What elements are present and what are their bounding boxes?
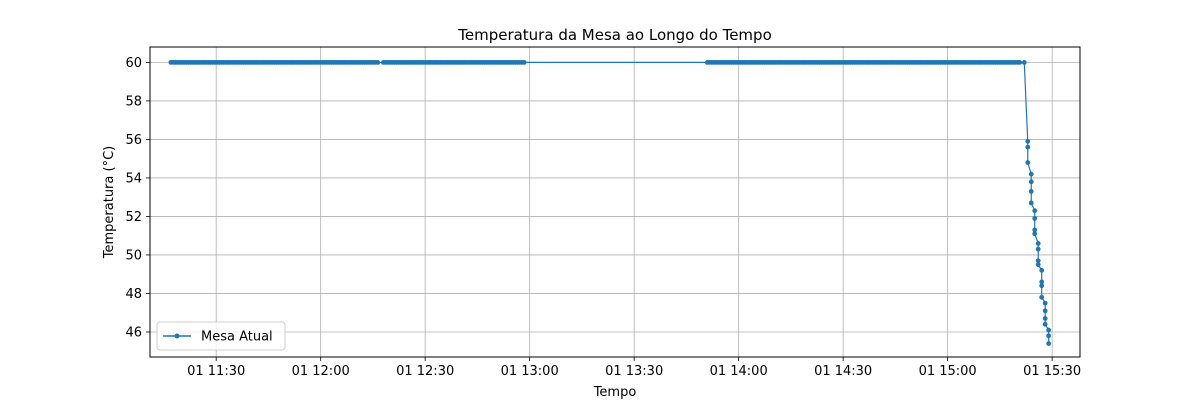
x-tick-label: 01 14:30: [814, 364, 872, 379]
y-tick-label: 48: [125, 287, 142, 302]
data-point: [1032, 208, 1038, 214]
x-tick-label: 01 11:30: [187, 364, 245, 379]
x-ticks: 01 11:30 01 12:00 01 12:30 01 13:00 01 13:30…: [187, 357, 1081, 379]
data-point: [1017, 60, 1023, 65]
y-tick-label: 46: [125, 325, 142, 340]
data-point: [1035, 258, 1041, 264]
data-point: [1039, 279, 1045, 285]
y-tick-label: 60: [125, 56, 142, 71]
y-ticks: 46 48 50 52 54 56 58 60: [125, 56, 150, 340]
data-point: [1032, 227, 1038, 233]
x-tick-label: 01 12:30: [396, 364, 454, 379]
series-layer: [168, 60, 1052, 346]
x-tick-label: 01 15:00: [919, 364, 977, 379]
x-tick-label: 01 13:30: [605, 364, 663, 379]
data-point: [1042, 300, 1048, 306]
data-point: [1039, 283, 1045, 289]
data-point: [1035, 241, 1041, 246]
data-point: [1035, 262, 1041, 267]
x-axis-title: Tempo: [593, 385, 637, 400]
data-point: [1028, 179, 1034, 185]
x-tick-label: 01 14:00: [710, 364, 768, 379]
data-point: [521, 60, 527, 65]
data-point: [1025, 144, 1031, 150]
data-point: [1025, 138, 1031, 144]
legend: Mesa Atual: [156, 321, 286, 351]
data-point: [1046, 327, 1052, 333]
grid-layer: [150, 47, 1080, 357]
data-point: [1028, 189, 1034, 194]
x-tick-label: 01 12:00: [292, 364, 350, 379]
series-line: [170, 61, 1050, 344]
y-tick-label: 56: [125, 133, 142, 148]
data-point: [1042, 308, 1048, 314]
data-point: [1039, 294, 1045, 300]
data-point: [1046, 341, 1052, 346]
y-axis-title: Temperatura (°C): [102, 146, 117, 259]
y-tick-label: 52: [125, 210, 142, 225]
data-point: [1025, 160, 1031, 165]
data-point: [1032, 231, 1038, 237]
data-point: [375, 60, 381, 65]
y-tick-label: 50: [125, 248, 142, 263]
data-point: [1028, 171, 1034, 177]
plot-frame: [149, 46, 1081, 358]
legend-label: Mesa Atual: [201, 330, 273, 345]
legend-box: [156, 321, 286, 351]
y-tick-label: 58: [125, 94, 142, 109]
data-point: [1046, 333, 1052, 339]
chart-title: Temperatura da Mesa ao Longo do Tempo: [457, 26, 772, 44]
y-tick-label: 54: [125, 171, 142, 186]
data-point: [1042, 316, 1048, 321]
data-point: [1028, 200, 1034, 206]
data-point: [1035, 246, 1041, 252]
data-point: [1032, 215, 1038, 221]
x-tick-label: 01 15:30: [1023, 364, 1081, 379]
x-tick-label: 01 13:00: [501, 364, 559, 379]
data-point: [1021, 60, 1027, 65]
data-point: [1042, 321, 1048, 327]
data-point: [1039, 267, 1045, 273]
legend-marker-sample: [174, 333, 180, 339]
